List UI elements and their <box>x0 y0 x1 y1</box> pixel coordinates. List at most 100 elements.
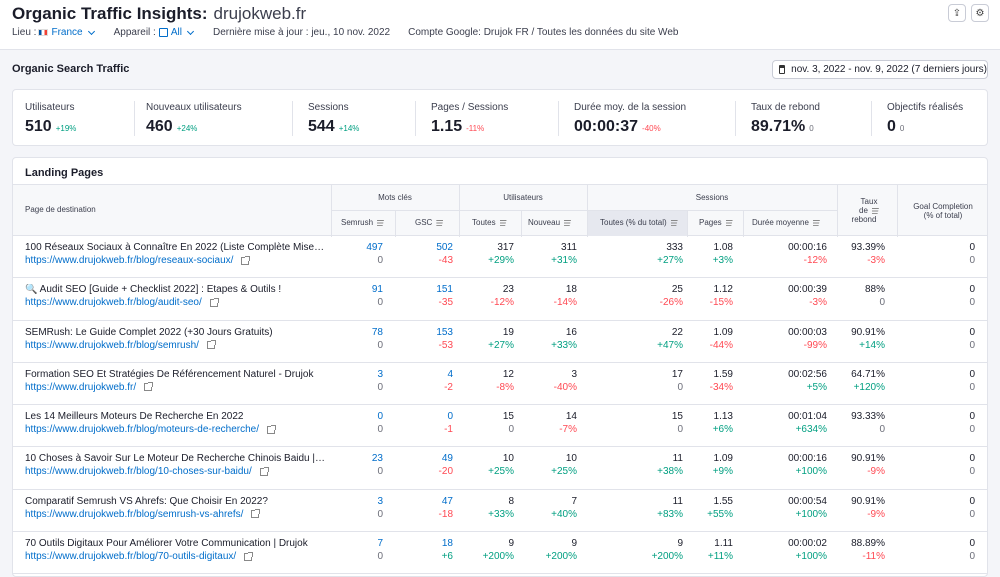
gear-icon: ⚙ <box>975 7 985 19</box>
cell-pages-change: +3% <box>712 255 733 266</box>
page-url-link[interactable]: https://www.drujokweb.fr/blog/reseaux-so… <box>25 255 251 266</box>
cell-dur-change: -3% <box>809 297 827 309</box>
cell-users-change: +25% <box>488 466 514 478</box>
table-row[interactable]: 🔍 Audit SEO [Guide + Checklist 2022] : E… <box>13 278 987 321</box>
cell-semrush[interactable]: 497 <box>366 242 383 253</box>
sort-icon <box>725 219 733 226</box>
location-select[interactable]: France <box>36 27 95 38</box>
cell-goal-change: 0 <box>969 424 975 436</box>
table-row[interactable]: SEMRush: Le Guide Complet 2022 (+30 Jour… <box>13 321 987 363</box>
external-link-icon[interactable] <box>206 340 216 350</box>
kpi-value: 00:00:37 <box>574 118 639 135</box>
col-page[interactable]: Page de destination <box>25 205 96 214</box>
external-link-icon[interactable] <box>267 424 276 434</box>
cell-sessions: 25 <box>671 284 683 296</box>
kpi-change: -11% <box>466 124 485 133</box>
page-url-link[interactable]: https://www.drujokweb.fr/blog/semrush/ <box>25 340 216 351</box>
cell-new: 16 <box>565 326 577 338</box>
cell-goal: 0 <box>969 538 975 550</box>
cell-dur-change: -12% <box>803 255 827 266</box>
cell-bounce: 88.89% <box>851 538 885 550</box>
cell-sessions: 9 <box>677 538 683 550</box>
external-link-icon[interactable] <box>244 551 254 561</box>
cell-bounce-change: -11% <box>862 551 885 563</box>
cell-semrush[interactable]: 0 <box>377 411 383 423</box>
table-row[interactable]: Comparatif Semrush VS Ahrefs: Que Choisi… <box>13 490 987 533</box>
page-url-link[interactable]: https://www.drujokweb.fr/blog/moteurs-de… <box>25 424 276 435</box>
page-url-link[interactable]: https://www.drujokweb.fr/blog/semrush-vs… <box>25 509 261 520</box>
export-button[interactable]: ⇪ <box>948 4 966 22</box>
cell-semrush[interactable]: 91 <box>371 284 383 296</box>
cell-gsc-change: +6 <box>441 551 453 563</box>
page-url-link[interactable]: https://www.drujokweb.fr/ <box>25 382 154 393</box>
page-url-link[interactable]: https://www.drujokweb.fr/blog/70-outils-… <box>25 551 254 562</box>
cell-gsc[interactable]: 153 <box>436 326 453 338</box>
col-pages[interactable]: Pages <box>699 218 733 227</box>
chevron-down-icon <box>87 27 95 35</box>
cell-new-change: +33% <box>551 339 577 351</box>
col-users-all[interactable]: Toutes <box>472 218 507 227</box>
cell-gsc[interactable]: 151 <box>436 284 453 296</box>
cell-gsc[interactable]: 18 <box>441 538 453 550</box>
cell-sessions-change: +47% <box>657 339 683 351</box>
cell-sessions-change: +83% <box>657 508 683 520</box>
cell-sessions: 11 <box>672 453 683 465</box>
external-link-icon[interactable] <box>251 509 261 519</box>
cell-semrush[interactable]: 23 <box>371 453 383 465</box>
date-range-picker[interactable]: nov. 3, 2022 - nov. 9, 2022 (7 derniers … <box>772 60 988 79</box>
external-link-icon[interactable] <box>209 297 219 307</box>
cell-semrush-change: 0 <box>377 381 383 393</box>
cell-semrush[interactable]: 7 <box>377 538 383 550</box>
sort-icon <box>499 219 507 226</box>
page-title: Organic Traffic Insights: drujokweb.fr <box>12 4 306 24</box>
location-value: France <box>51 27 83 38</box>
cell-gsc[interactable]: 4 <box>447 368 453 380</box>
page-url-link[interactable]: https://www.drujokweb.fr/blog/audit-seo/ <box>25 297 219 308</box>
table-row[interactable]: Formation SEO Et Stratégies De Référence… <box>13 363 987 406</box>
cell-new-change: +25% <box>551 466 577 478</box>
sort-icon <box>670 219 678 226</box>
external-link-icon[interactable] <box>259 466 269 476</box>
cell-gsc[interactable]: 47 <box>441 495 453 507</box>
cell-dur: 00:00:02 <box>788 538 827 550</box>
col-gsc[interactable]: GSC <box>415 218 444 227</box>
external-link-icon[interactable] <box>241 255 251 265</box>
cell-semrush-change: 0 <box>377 339 383 351</box>
col-bounce[interactable]: Taux de rebond <box>851 197 879 224</box>
cell-dur-change: +100% <box>795 466 827 478</box>
cell-goal-change: 0 <box>969 508 975 520</box>
cell-dur: 00:00:16 <box>788 242 827 253</box>
external-link-icon[interactable] <box>144 382 154 392</box>
cell-sessions-change: +38% <box>657 466 683 478</box>
cell-goal: 0 <box>969 411 975 423</box>
col-goal[interactable]: Goal Completion (% of total) <box>913 202 973 220</box>
cell-semrush[interactable]: 3 <box>377 495 383 507</box>
cell-goal-change: 0 <box>969 297 975 309</box>
cell-semrush[interactable]: 3 <box>377 368 383 380</box>
settings-button[interactable]: ⚙ <box>971 4 989 22</box>
col-sessions-all[interactable]: Toutes (% du total) <box>600 218 678 227</box>
chevron-down-icon <box>186 27 195 35</box>
table-row[interactable]: Les 14 Meilleurs Moteurs De Recherche En… <box>13 405 987 448</box>
cell-goal-change: 0 <box>969 339 975 351</box>
cell-semrush[interactable]: 78 <box>371 326 383 338</box>
location-label: Lieu : <box>12 27 37 38</box>
cell-users: 9 <box>508 538 514 550</box>
cell-gsc[interactable]: 502 <box>436 242 453 253</box>
cell-gsc[interactable]: 0 <box>447 411 453 423</box>
cell-gsc[interactable]: 49 <box>441 453 453 465</box>
device-select[interactable]: All <box>156 27 195 38</box>
cell-users-change: -8% <box>496 381 514 393</box>
col-duration[interactable]: Durée moyenne <box>752 218 820 227</box>
page-url-link[interactable]: https://www.drujokweb.fr/blog/10-choses-… <box>25 466 269 477</box>
table-row[interactable]: 70 Outils Digitaux Pour Améliorer Votre … <box>13 532 987 575</box>
cell-pages-change: -15% <box>709 297 733 309</box>
cell-dur-change: +100% <box>795 508 827 520</box>
table-title: Landing Pages <box>25 167 104 179</box>
cell-users: 8 <box>508 495 514 507</box>
col-users-new[interactable]: Nouveau <box>528 218 572 227</box>
table-row[interactable]: 100 Réseaux Sociaux à Connaître En 2022 … <box>13 236 987 279</box>
page-name: Les 14 Meilleurs Moteurs De Recherche En… <box>25 411 244 423</box>
col-semrush[interactable]: Semrush <box>341 218 385 227</box>
table-row[interactable]: 10 Choses à Savoir Sur Le Moteur De Rech… <box>13 447 987 490</box>
